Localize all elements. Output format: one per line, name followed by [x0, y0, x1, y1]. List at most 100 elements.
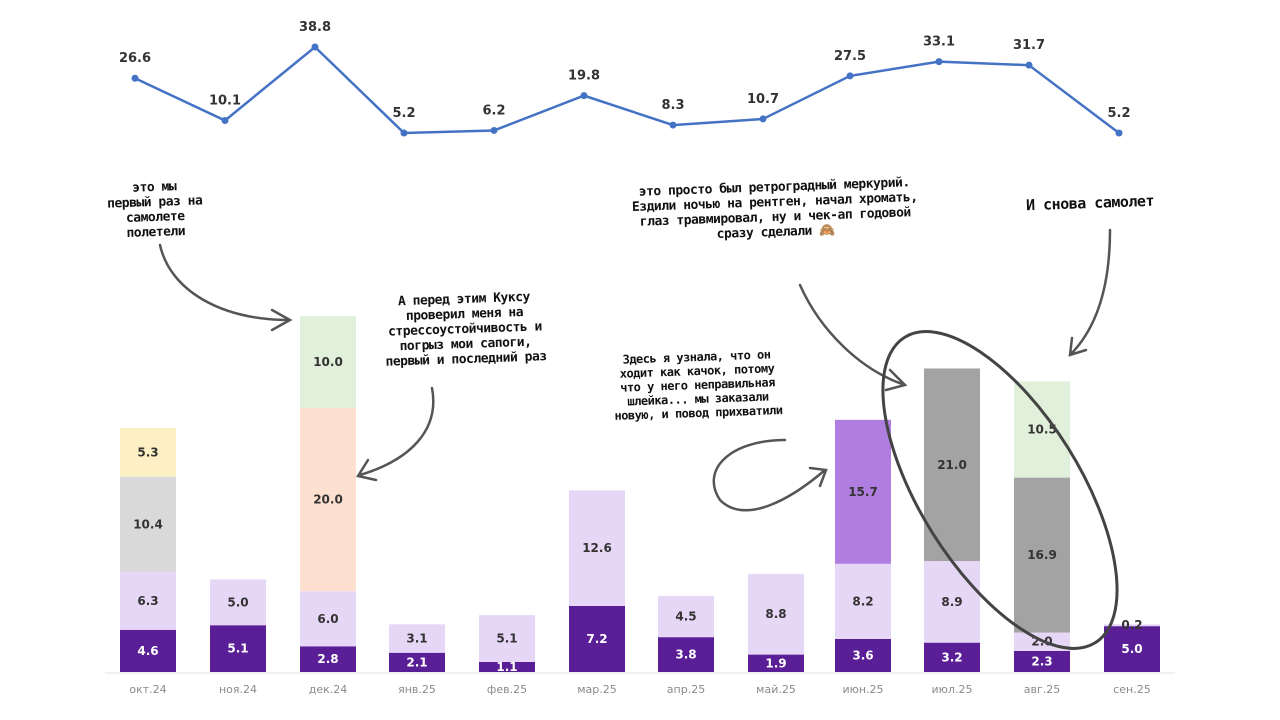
line-value-label: 5.2	[1107, 106, 1130, 121]
bar-segment	[748, 654, 804, 672]
line-value-label: 27.5	[834, 49, 866, 64]
arrow-icon	[356, 386, 435, 482]
bar-value-label: 4.5	[675, 610, 696, 624]
line-value-label: 8.3	[661, 98, 684, 113]
bar-value-label: 4.6	[137, 644, 158, 658]
bar-value-label: 0.2	[1121, 618, 1142, 632]
bar-segment	[300, 316, 356, 408]
arrow-icon	[798, 283, 908, 392]
bar-value-label: 2.1	[406, 655, 427, 669]
line-point	[580, 92, 588, 100]
bar-value-label: 5.0	[1121, 642, 1142, 656]
x-tick-label: авг.25	[1024, 683, 1061, 696]
line-point	[1025, 61, 1033, 69]
x-tick-label: июн.25	[842, 683, 883, 696]
x-tick-label: июл.25	[932, 683, 973, 696]
line-point	[935, 58, 943, 66]
bar-segment	[835, 563, 891, 639]
bar-segment	[479, 661, 535, 672]
line-value-label: 26.6	[119, 51, 151, 66]
bar-value-label: 5.1	[227, 642, 248, 656]
hand-drawn-circle	[881, 330, 1119, 650]
bar-value-label: 2.3	[1031, 654, 1052, 668]
bar-segment	[924, 368, 980, 562]
line-value-label: 10.1	[209, 93, 241, 108]
bar-value-label: 3.2	[941, 650, 962, 664]
line-point	[846, 72, 854, 80]
line-value-label: 33.1	[923, 35, 955, 50]
bar-segment	[1104, 624, 1160, 627]
bar-value-label: 15.7	[848, 485, 878, 499]
line-series	[134, 45, 1120, 135]
line-value-label: 10.7	[747, 92, 779, 107]
bar-value-label: 3.8	[675, 648, 696, 662]
bar-segment	[120, 572, 176, 630]
line-value-label: 6.2	[482, 103, 505, 118]
bar-value-label: 5.1	[496, 632, 517, 646]
arrow-icon	[158, 243, 293, 332]
bar-value-label: 16.9	[1027, 548, 1057, 562]
x-tick-label: окт.24	[129, 683, 166, 696]
bar-value-label: 21.0	[937, 458, 967, 472]
bar-segment	[389, 652, 445, 672]
line-value-label: 38.8	[299, 20, 331, 35]
bar-segment	[210, 579, 266, 626]
bar-segment	[1014, 650, 1070, 672]
bar-value-label: 6.3	[137, 594, 158, 608]
bar-segment	[924, 642, 980, 672]
x-tick-label: ноя.24	[219, 683, 257, 696]
bar-value-label: 8.8	[765, 607, 786, 621]
line-point	[221, 116, 229, 124]
bar-segment	[835, 638, 891, 672]
bar-segment	[210, 625, 266, 672]
bar-segment	[389, 624, 445, 653]
bar-segment	[300, 591, 356, 647]
bar-segment	[569, 605, 625, 672]
x-tick-label: дек.24	[309, 683, 348, 696]
x-tick-label: апр.25	[667, 683, 705, 696]
annotation-kuksu: А перед этим Куксу проверил меня на стре…	[385, 289, 547, 370]
annotation-first-flight: это мы первый раз на самолете полетели	[106, 179, 203, 242]
x-tick-label: май.25	[756, 683, 796, 696]
bar-segment	[300, 646, 356, 672]
bar-segment	[479, 615, 535, 662]
bar-segment	[1014, 381, 1070, 478]
bar-segment	[120, 428, 176, 477]
bar-value-label: 6.0	[317, 612, 338, 626]
x-tick-label: фев.25	[487, 683, 527, 696]
line-point	[400, 129, 408, 137]
arrow-icon	[712, 438, 828, 512]
bar-value-label: 10.0	[313, 355, 343, 369]
bar-segment	[1014, 477, 1070, 633]
bar-segment	[569, 490, 625, 606]
line-value-label: 31.7	[1013, 38, 1045, 53]
x-tick-label: сен.25	[1113, 683, 1151, 696]
x-tick-label: янв.25	[398, 683, 436, 696]
x-tick-label: мар.25	[577, 683, 617, 696]
bar-value-label: 3.6	[852, 648, 873, 662]
annotation-harness: Здесь я узнала, что он ходит как качок, …	[614, 347, 783, 423]
line-point	[131, 74, 139, 82]
bar-segment	[835, 419, 891, 564]
annotation-mercury: это просто был ретроградный меркурий. Ез…	[631, 175, 918, 243]
bar-value-label: 1.9	[765, 656, 786, 670]
bar-value-label: 8.2	[852, 594, 873, 608]
bar-value-label: 8.9	[941, 595, 962, 609]
bar-segment	[1104, 626, 1160, 672]
bar-value-label: 2.8	[317, 652, 338, 666]
line-value-label: 5.2	[392, 106, 415, 121]
bar-value-label: 5.3	[137, 445, 158, 459]
line-point	[1115, 129, 1123, 137]
bar-value-label: 3.1	[406, 632, 427, 646]
bar-segment	[300, 407, 356, 592]
line-point	[669, 121, 677, 129]
line-value-label: 19.8	[568, 69, 600, 84]
bar-value-label: 10.4	[133, 517, 163, 531]
bar-segment	[748, 573, 804, 655]
arrow-icon	[1068, 228, 1112, 357]
bar-value-label: 12.6	[582, 541, 612, 555]
bar-segment	[924, 561, 980, 643]
bar-segment	[658, 595, 714, 638]
bar-value-label: 20.0	[313, 493, 343, 507]
